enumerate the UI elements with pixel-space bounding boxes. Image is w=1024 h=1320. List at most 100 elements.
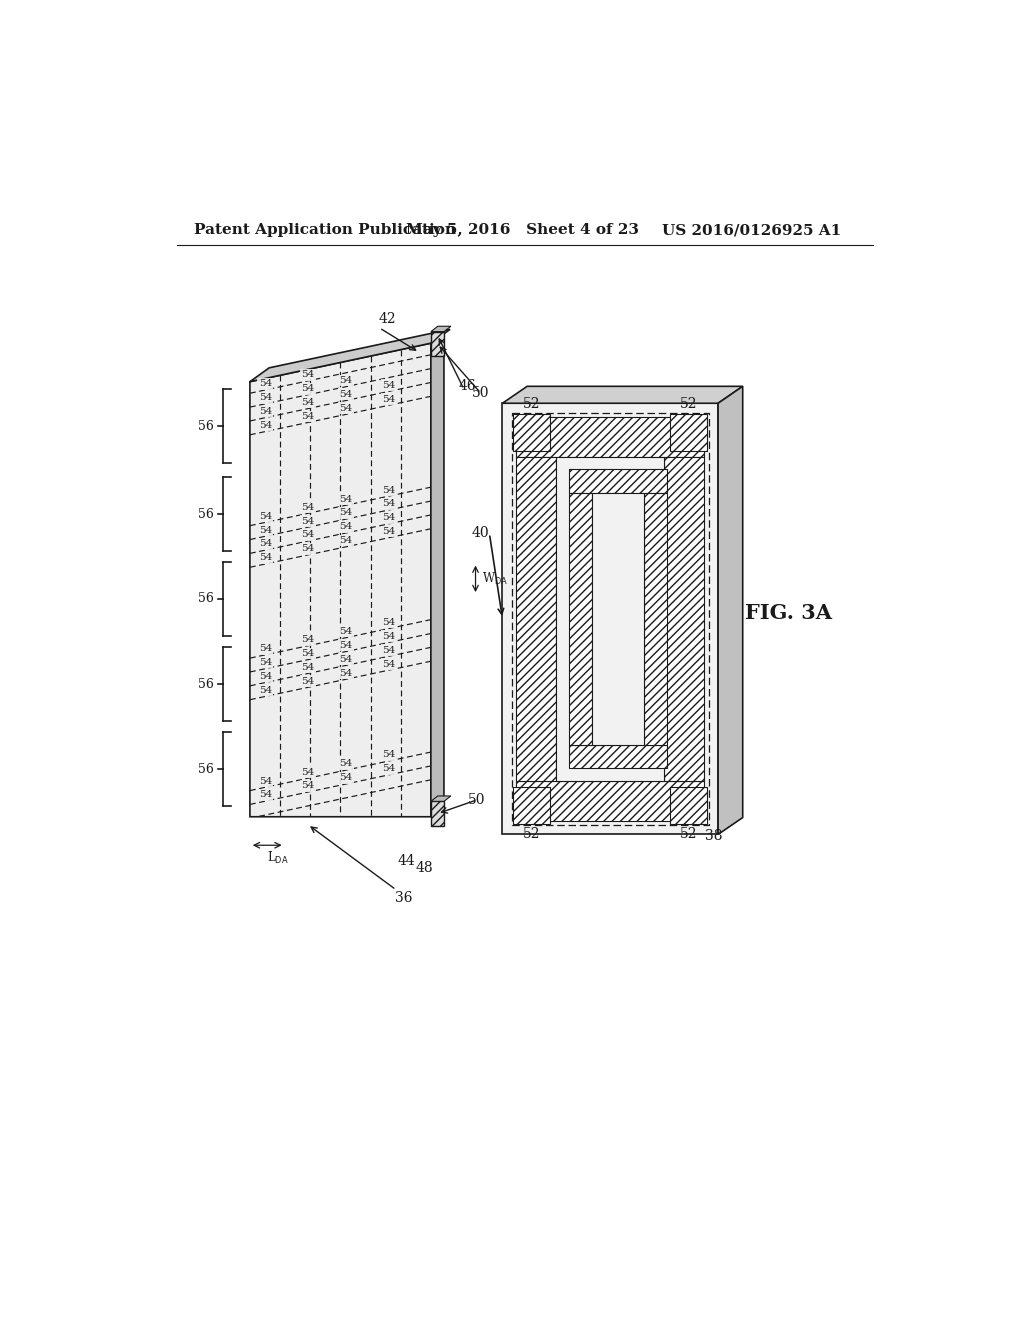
Text: 54: 54	[340, 655, 353, 664]
Text: 54: 54	[382, 381, 395, 389]
Text: Patent Application Publication: Patent Application Publication	[195, 223, 457, 238]
Polygon shape	[592, 492, 644, 744]
Polygon shape	[431, 326, 451, 331]
Text: 54: 54	[259, 672, 272, 681]
Text: 54: 54	[340, 774, 353, 783]
Text: 56: 56	[198, 593, 214, 606]
Polygon shape	[516, 457, 556, 780]
Text: May 5, 2016   Sheet 4 of 23: May 5, 2016 Sheet 4 of 23	[407, 223, 639, 238]
Text: 54: 54	[340, 668, 353, 677]
Text: 50: 50	[472, 387, 489, 400]
Text: 54: 54	[301, 399, 314, 407]
Polygon shape	[431, 801, 444, 826]
Text: 54: 54	[301, 503, 314, 512]
Polygon shape	[671, 787, 708, 824]
Text: 54: 54	[259, 379, 272, 388]
Text: L$_{\rm DA}$: L$_{\rm DA}$	[267, 850, 290, 866]
Polygon shape	[671, 414, 708, 451]
Text: 54: 54	[301, 635, 314, 644]
Text: 54: 54	[259, 540, 272, 549]
Text: 54: 54	[259, 512, 272, 521]
Text: 54: 54	[382, 527, 395, 536]
Text: 54: 54	[340, 389, 353, 399]
Polygon shape	[431, 796, 451, 801]
Text: 54: 54	[301, 649, 314, 659]
Polygon shape	[503, 387, 742, 404]
Polygon shape	[516, 780, 705, 821]
Text: 54: 54	[382, 632, 395, 640]
Text: 54: 54	[382, 645, 395, 655]
Text: 54: 54	[259, 421, 272, 430]
Text: 40: 40	[472, 527, 489, 540]
Text: 54: 54	[382, 751, 395, 759]
Text: 54: 54	[259, 644, 272, 653]
Text: 52: 52	[523, 828, 541, 841]
Text: 54: 54	[301, 768, 314, 776]
Polygon shape	[503, 404, 718, 834]
Text: 54: 54	[340, 376, 353, 385]
Text: 52: 52	[680, 828, 697, 841]
Text: 54: 54	[301, 412, 314, 421]
Text: 54: 54	[382, 499, 395, 508]
Text: 54: 54	[340, 523, 353, 531]
Text: 38: 38	[706, 829, 723, 843]
Text: 54: 54	[259, 407, 272, 416]
Polygon shape	[250, 330, 451, 381]
Text: 54: 54	[382, 764, 395, 774]
Text: 54: 54	[301, 677, 314, 686]
Text: FIG. 3A: FIG. 3A	[745, 603, 833, 623]
Text: 54: 54	[301, 781, 314, 791]
Text: 54: 54	[301, 516, 314, 525]
Polygon shape	[516, 417, 705, 457]
Text: US 2016/0126925 A1: US 2016/0126925 A1	[662, 223, 841, 238]
Text: 56: 56	[198, 677, 214, 690]
Text: 54: 54	[301, 371, 314, 379]
Polygon shape	[718, 387, 742, 834]
Text: 44: 44	[397, 854, 415, 867]
Polygon shape	[431, 331, 444, 356]
Text: 54: 54	[382, 395, 395, 404]
Text: 54: 54	[382, 486, 395, 495]
Text: 54: 54	[301, 384, 314, 393]
Text: 52: 52	[523, 397, 541, 411]
Polygon shape	[665, 457, 705, 780]
Polygon shape	[431, 335, 444, 817]
Text: 36: 36	[395, 891, 413, 904]
Polygon shape	[568, 492, 592, 744]
Polygon shape	[568, 470, 668, 492]
Text: 54: 54	[259, 553, 272, 562]
Text: 54: 54	[382, 660, 395, 668]
Text: 54: 54	[382, 618, 395, 627]
Polygon shape	[644, 492, 668, 744]
Text: 54: 54	[382, 513, 395, 523]
Text: 54: 54	[340, 404, 353, 413]
Text: 54: 54	[259, 686, 272, 694]
Text: 52: 52	[680, 397, 697, 411]
Text: 56: 56	[198, 508, 214, 520]
Text: 50: 50	[468, 793, 485, 807]
Text: 54: 54	[301, 544, 314, 553]
Text: 54: 54	[340, 627, 353, 636]
Text: 54: 54	[340, 759, 353, 768]
Text: 54: 54	[259, 659, 272, 667]
Polygon shape	[513, 414, 550, 451]
Text: 54: 54	[301, 663, 314, 672]
Polygon shape	[568, 744, 668, 768]
Text: 54: 54	[259, 791, 272, 800]
Polygon shape	[250, 343, 431, 817]
Text: W$_{\rm DA}$: W$_{\rm DA}$	[481, 570, 508, 587]
Text: 54: 54	[259, 776, 272, 785]
Text: 42: 42	[378, 312, 396, 326]
Text: 54: 54	[259, 525, 272, 535]
Text: 48: 48	[415, 862, 433, 875]
Text: 56: 56	[198, 420, 214, 433]
Text: 54: 54	[301, 531, 314, 540]
Text: 54: 54	[340, 495, 353, 503]
Text: 54: 54	[340, 536, 353, 545]
Text: 54: 54	[340, 640, 353, 649]
Polygon shape	[513, 787, 550, 824]
Polygon shape	[250, 343, 431, 817]
Polygon shape	[556, 457, 665, 780]
Text: 54: 54	[259, 393, 272, 403]
Text: 46: 46	[459, 379, 476, 392]
